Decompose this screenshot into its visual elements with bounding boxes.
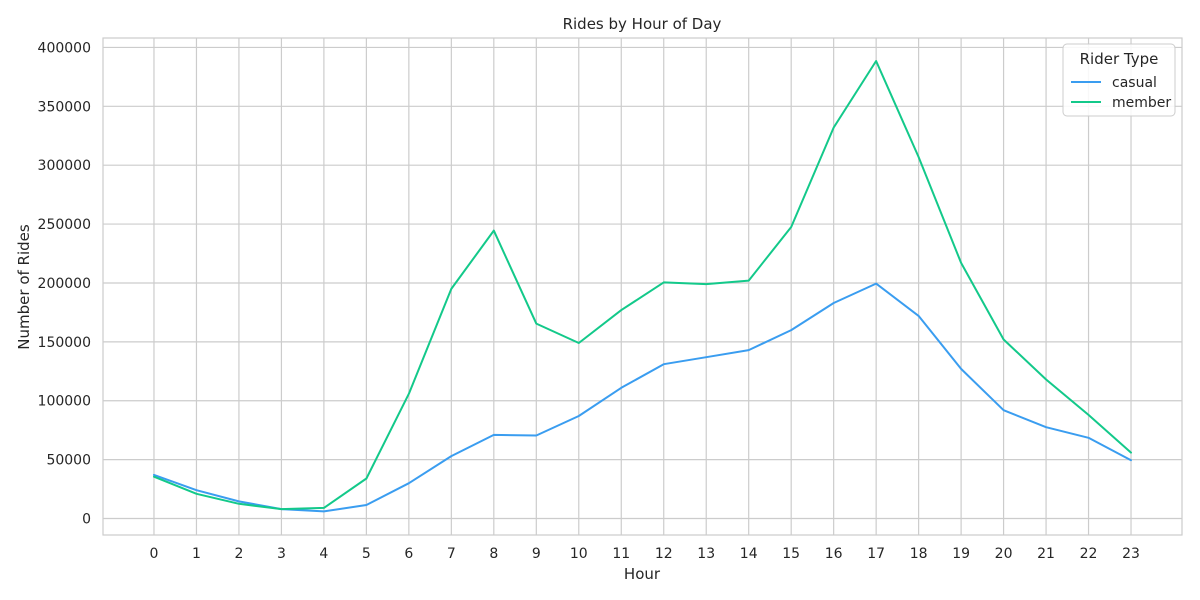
y-tick-label: 300000 [38,158,91,174]
grid-layer [103,38,1182,535]
y-tick-label: 250000 [38,217,91,233]
legend-label-member: member [1112,95,1171,111]
y-axis-title: Number of Rides [15,224,33,350]
x-tick-label: 18 [910,546,928,562]
x-tick-label: 7 [447,546,456,562]
chart-title: Rides by Hour of Day [563,15,722,33]
x-tick-label: 3 [277,546,286,562]
x-tick-label: 10 [570,546,588,562]
x-tick-label: 16 [825,546,843,562]
legend-box [1062,43,1176,117]
x-tick-label: 4 [319,546,328,562]
x-tick-label: 15 [782,546,800,562]
x-tick-label: 22 [1080,546,1098,562]
x-tick-label: 21 [1037,546,1055,562]
legend-title: Rider Type [1080,50,1159,68]
x-tick-label: 13 [697,546,715,562]
x-tick-label: 14 [740,546,758,562]
y-tick-label: 0 [82,512,91,528]
x-tick-label: 11 [612,546,630,562]
legend-label-casual: casual [1112,75,1157,91]
legend: Rider Type casual member [1062,43,1176,117]
y-tick-labels: 0 50000 100000 150000 200000 250000 300000 3500… [38,40,91,527]
x-tick-label: 6 [404,546,413,562]
x-tick-label: 2 [234,546,243,562]
x-tick-label: 0 [150,546,159,562]
series-lines [153,60,1132,513]
x-tick-label: 5 [362,546,371,562]
x-tick-label: 20 [995,546,1013,562]
x-tick-label: 9 [532,546,541,562]
y-tick-label: 200000 [38,276,91,292]
x-tick-label: 19 [952,546,970,562]
y-tick-label: 100000 [38,394,91,410]
plot-frame [102,37,1183,536]
x-tick-label: 1 [192,546,201,562]
x-tick-label: 17 [867,546,885,562]
x-axis-title: Hour [624,565,661,583]
x-tick-label: 12 [655,546,673,562]
y-tick-label: 400000 [38,40,91,56]
y-tick-label: 350000 [38,99,91,115]
x-tick-label: 23 [1122,546,1140,562]
series-line-member [153,60,1132,511]
series-line-casual [153,282,1132,513]
y-tick-label: 50000 [46,453,91,469]
y-tick-label: 150000 [38,335,91,351]
x-tick-labels: 0 1 2 3 4 5 6 7 8 9 10 11 12 13 14 15 16 17 18 19 20 21 22 23 [150,546,1140,562]
x-tick-label: 8 [489,546,498,562]
